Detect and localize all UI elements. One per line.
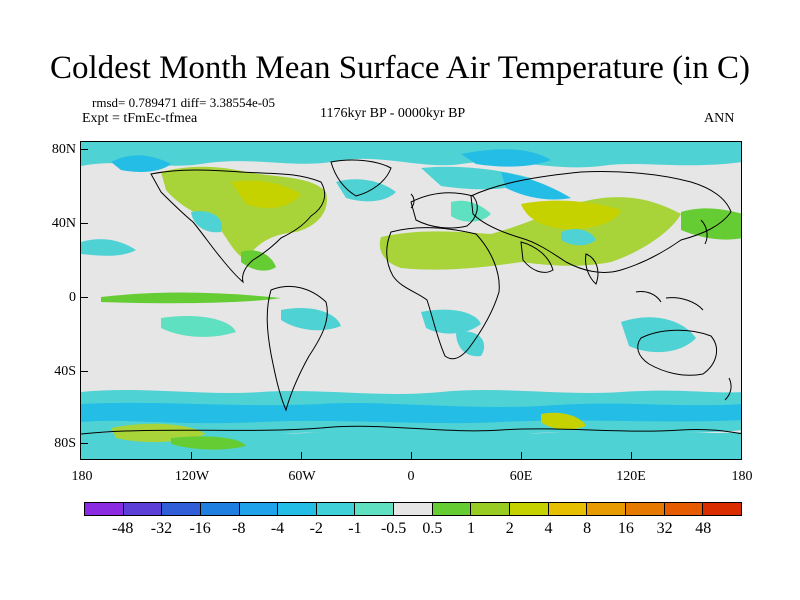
colorbar-swatch	[200, 503, 240, 515]
x-tick	[631, 452, 632, 460]
period-text: 1176kyr BP - 0000kyr BP	[320, 106, 466, 121]
cool-region	[421, 309, 481, 334]
colorbar-label: -2	[309, 520, 323, 537]
map-panel	[80, 141, 742, 460]
colorbar-swatch	[432, 503, 472, 515]
lat-label-0: 0	[69, 290, 76, 305]
lon-label-180e: 180	[731, 469, 753, 484]
lon-label-120w: 120W	[174, 469, 210, 484]
cool-region	[191, 211, 222, 233]
colorbar-swatch	[316, 503, 356, 515]
colorbar-label: -4	[270, 520, 285, 537]
y-tick	[80, 297, 88, 298]
colorbar-swatch	[548, 503, 588, 515]
cool-region	[281, 307, 341, 331]
colorbar-swatch	[355, 503, 395, 515]
warm-region	[241, 250, 276, 271]
cool-region	[621, 317, 696, 353]
cool-region	[81, 430, 741, 459]
colorbar-label: 4	[544, 520, 553, 537]
map-field	[81, 142, 741, 459]
warm-region	[231, 180, 301, 209]
warm-region	[101, 292, 281, 304]
cool-region	[456, 331, 485, 357]
cool-region	[461, 149, 551, 167]
colorbar-label: -0.5	[380, 520, 407, 537]
colorbar-swatch	[587, 503, 626, 515]
colorbar-label: 1	[467, 520, 476, 537]
lat-label-40s: 40S	[54, 364, 76, 379]
colorbar-label: -48	[112, 520, 134, 537]
colorbar-swatch	[239, 503, 279, 515]
colorbar-label: -32	[150, 520, 173, 537]
colorbar-swatch	[85, 503, 124, 515]
coastlines	[81, 159, 741, 435]
colorbar-label: 16	[617, 520, 634, 537]
colorbar-swatch	[162, 503, 201, 515]
colorbar-label: 0.5	[422, 520, 443, 537]
warm-region	[681, 208, 741, 240]
cool-region	[451, 200, 491, 222]
colorbar-label: -1	[348, 520, 362, 537]
y-tick	[80, 149, 88, 150]
colorbar-swatch	[123, 503, 163, 515]
colorbar-swatch	[278, 503, 317, 515]
lon-label-180w: 180	[71, 469, 93, 484]
colorbar-label: 2	[505, 520, 514, 537]
colorbar-swatch	[510, 503, 549, 515]
warm-region	[521, 200, 621, 230]
cool-region	[421, 166, 531, 190]
colorbar-swatch	[471, 503, 511, 515]
y-tick	[80, 371, 88, 372]
lat-label-40n: 40N	[51, 216, 76, 231]
colorbar-swatch	[394, 503, 433, 515]
cool-region	[81, 142, 741, 168]
colorbar-swatch	[703, 503, 741, 515]
colorbar-label: 8	[583, 520, 592, 537]
y-tick	[80, 443, 88, 444]
colorbar-swatch	[625, 503, 665, 515]
colorbar-swatch	[664, 503, 704, 515]
cool-region	[501, 172, 571, 200]
colorbar-label: 32	[656, 520, 673, 537]
colorbar-label: 48	[695, 520, 712, 537]
lon-label-60e: 60E	[509, 469, 533, 484]
cool-region	[81, 402, 741, 424]
stats-text: rmsd= 0.789471 diff= 3.38554e-05	[92, 95, 276, 110]
map-title: Coldest Month Mean Surface Air Temperatu…	[50, 50, 750, 86]
colorbar-label: -16	[189, 520, 211, 537]
cool-region	[336, 179, 396, 202]
x-tick	[191, 452, 192, 460]
cool-region	[81, 239, 136, 256]
warm-region	[541, 412, 586, 430]
cool-region	[161, 315, 236, 337]
cool-region	[111, 155, 171, 172]
x-tick	[301, 452, 302, 460]
colorbar	[84, 502, 742, 516]
season-text: ANN	[704, 111, 735, 126]
lon-label-120e: 120E	[616, 469, 646, 484]
x-tick	[411, 452, 412, 460]
y-tick	[80, 223, 88, 224]
colorbar-label: -8	[232, 520, 246, 537]
x-tick	[521, 452, 522, 460]
lat-label-80n: 80N	[51, 142, 76, 157]
lon-label-0: 0	[407, 469, 415, 484]
cool-region	[561, 229, 596, 246]
lat-label-80s: 80S	[54, 436, 76, 451]
experiment-text: Expt = tFmEc-tfmea	[82, 111, 198, 126]
lon-label-60w: 60W	[288, 469, 316, 484]
warm-region	[171, 436, 246, 450]
